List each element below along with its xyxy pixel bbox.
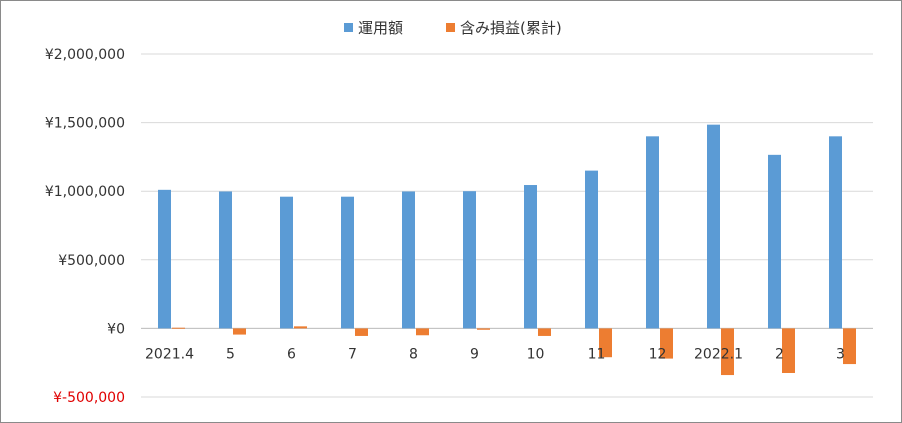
bar-series2-5 — [477, 328, 490, 330]
x-tick-label: 2 — [775, 346, 784, 362]
x-tick-label: 11 — [588, 346, 606, 362]
y-tick-label: ¥500,000 — [58, 253, 125, 269]
bar-series1-5 — [463, 191, 476, 329]
bar-series2-2 — [294, 326, 307, 329]
bar-series1-10 — [768, 154, 781, 329]
legend-swatch — [344, 23, 353, 32]
x-tick-label: 10 — [527, 346, 545, 362]
bar-series1-0 — [158, 189, 171, 329]
y-tick-label: ¥-500,000 — [53, 390, 125, 406]
bar-series1-6 — [524, 185, 537, 329]
bar-series1-11 — [829, 136, 842, 329]
x-tick-label: 5 — [226, 346, 235, 362]
y-tick-label: ¥0 — [107, 321, 125, 337]
y-tick-label: ¥1,000,000 — [45, 184, 125, 200]
y-tick-label: ¥1,500,000 — [45, 116, 125, 132]
x-tick-label: 9 — [470, 346, 479, 362]
bar-series2-7 — [599, 328, 612, 358]
x-tick-label: 3 — [836, 346, 845, 362]
bar-series2-10 — [782, 328, 795, 373]
x-tick-label: 7 — [348, 346, 357, 362]
bar-series2-1 — [233, 328, 246, 335]
x-tick-label: 8 — [409, 346, 418, 362]
bar-series1-1 — [219, 191, 232, 329]
bar-series2-8 — [660, 328, 673, 359]
x-tick-label: 2022.1 — [694, 346, 743, 362]
bar-series1-4 — [402, 191, 415, 329]
x-tick-label: 2021.4 — [145, 346, 194, 362]
bar-series1-8 — [646, 136, 659, 329]
bar-series2-11 — [843, 328, 856, 365]
legend-label: 運用額 — [358, 19, 403, 37]
bar-series1-9 — [707, 124, 720, 329]
bar-series1-2 — [280, 196, 293, 329]
bar-series2-4 — [416, 328, 429, 336]
bar-series2-3 — [355, 328, 368, 336]
bar-series1-7 — [585, 170, 598, 329]
bar-series1-3 — [341, 196, 354, 329]
legend-label: 含み損益(累計) — [460, 19, 562, 37]
bar-series2-9 — [721, 328, 734, 376]
x-tick-label: 12 — [649, 346, 667, 362]
legend-swatch — [446, 23, 455, 32]
bar-series2-6 — [538, 328, 551, 336]
y-tick-label: ¥2,000,000 — [45, 47, 125, 63]
bar-series2-0 — [172, 327, 185, 329]
x-tick-label: 6 — [287, 346, 296, 362]
